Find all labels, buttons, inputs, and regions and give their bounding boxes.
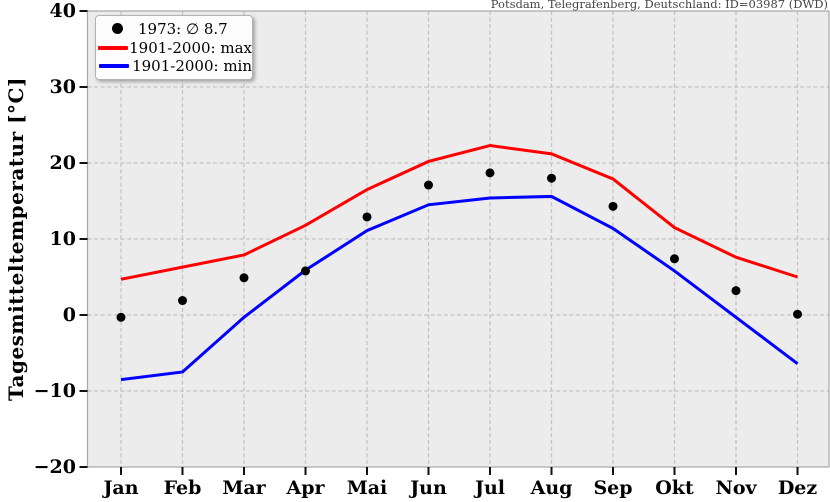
scatter-point [731,286,741,296]
y-tick-label: 20 [49,152,76,174]
x-tick-label: Sep [593,477,633,499]
x-tick-label: Okt [655,477,694,499]
legend-dot-marker-icon [111,23,123,35]
series-line-max [120,143,798,281]
legend-label-1973: 1973: ∅ 8.7 [138,19,228,38]
legend-item-min: 1901-2000: min [96,57,252,75]
scatter-point [301,266,310,276]
x-tick-label: Aug [530,477,573,499]
x-tick-label: Jan [103,477,139,499]
y-tick-label: −10 [33,380,76,402]
scatter-point [239,273,249,283]
scatter-point [485,168,495,178]
scatter-point [793,309,802,319]
scatter-point [424,180,433,190]
y-tick-label: 40 [49,0,76,22]
legend-max-line-icon [97,45,128,50]
station-label: Potsdam, Telegrafenberg, Deutschland: ID… [490,0,828,11]
legend-label-max: 1901-2000: max [129,38,252,57]
legend: 1973: ∅ 8.7 1901-2000: max 1901-2000: mi… [95,15,253,80]
scatter-point [178,296,187,306]
scatter-point [670,254,679,264]
x-tick-label: Dez [777,477,818,499]
y-tick-label: 30 [49,76,76,98]
x-tick-label: Feb [163,477,202,499]
legend-min-line-icon [99,64,130,69]
y-tick-label: −20 [33,456,76,478]
scatter-point [547,173,556,183]
legend-item-1973: 1973: ∅ 8.7 [96,20,252,38]
x-tick-label: Jun [410,477,447,499]
series-line-min [120,194,799,382]
scatter-point [116,312,126,322]
y-tick-label: 10 [49,228,76,250]
x-tick-label: Jul [474,477,506,499]
x-tick-label: Apr [286,477,325,499]
legend-label-min: 1901-2000: min [132,57,252,76]
scatter-point [608,201,618,211]
x-tick-label: Mai [346,477,388,499]
legend-item-max: 1901-2000: max [96,39,252,57]
y-tick-label: 0 [62,304,76,326]
scatter-point [362,212,372,222]
x-tick-label: Mar [222,477,266,499]
x-tick-label: Nov [715,477,757,499]
